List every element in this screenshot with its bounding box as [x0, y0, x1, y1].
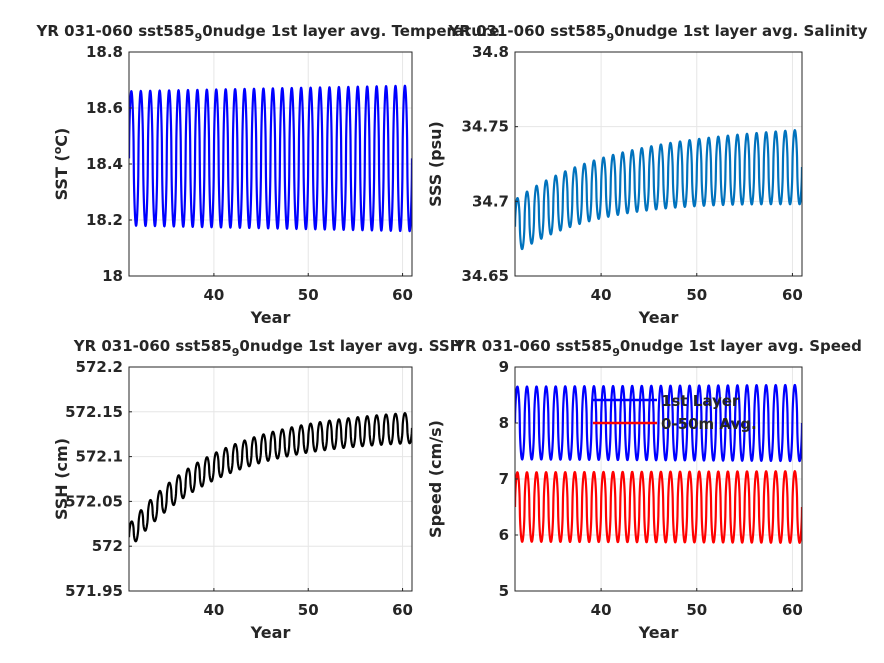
series-line-0	[515, 129, 802, 251]
y-axis-label-superscript: o	[51, 146, 64, 154]
y-tick-label: 34.65	[462, 267, 509, 285]
axes-box	[514, 51, 803, 277]
y-tick-label: 572	[92, 537, 123, 555]
y-tick-label: 572.1	[76, 448, 123, 466]
title-subscript: 9	[612, 346, 620, 359]
legend-label: 1st Layer	[661, 392, 740, 410]
x-tick-label: 40	[203, 286, 224, 304]
title-main: YR 031-060 sst585	[447, 22, 606, 40]
title-subscript: 9	[195, 31, 203, 44]
y-tick-label: 571.95	[65, 582, 123, 600]
title-main: YR 031-060 sst585	[36, 22, 195, 40]
y-tick-label: 572.2	[76, 358, 123, 376]
y-tick-label: 18.8	[86, 43, 123, 61]
x-tick-label: 50	[686, 286, 707, 304]
y-axis-label-text: SST (	[52, 154, 71, 200]
y-tick-label: 5	[499, 582, 509, 600]
x-tick-label: 40	[591, 601, 612, 619]
ssh-panel: 40 50 60 571.95 572 572.05 572.1 572.15 572.2 Yea…	[52, 337, 462, 642]
series-line-0	[129, 84, 412, 233]
title-subscript: 9	[607, 31, 615, 44]
x-tick-label: 60	[392, 601, 413, 619]
title-rest: 0nudge 1st layer avg. SSH	[239, 337, 462, 355]
x-tick-label: 60	[782, 286, 803, 304]
axes-box	[128, 366, 413, 592]
x-tick-label: 40	[591, 286, 612, 304]
panel-title: YR 031-060 sst58590nudge 1st layer avg. …	[36, 22, 500, 44]
plot-area	[129, 367, 412, 591]
speed-panel: 40 50 60 5 6 7 8 9 Year Speed (cm/s) YR 031-060 ss…	[426, 337, 862, 642]
series-line-0	[129, 412, 412, 543]
salinity-panel: 40 50 60 34.65 34.7 34.75 34.8 Year SSS (psu) YR …	[426, 22, 868, 327]
y-tick-label: 34.75	[462, 118, 509, 136]
x-tick-label: 50	[298, 286, 319, 304]
series-line-0-50m-avg-	[515, 470, 802, 544]
y-axis-label: SSS (psu)	[426, 121, 445, 207]
y-axis-label-unit: C)	[52, 128, 71, 147]
series-line-1st-layer	[515, 383, 802, 463]
y-tick-label: 8	[499, 414, 509, 432]
panel-title: YR 031-060 sst58590nudge 1st layer avg. …	[73, 337, 463, 359]
title-rest: 0nudge 1st layer avg. Speed	[620, 337, 862, 355]
x-tick-label: 50	[686, 601, 707, 619]
y-axis-label: SSH (cm)	[52, 438, 71, 520]
title-subscript: 9	[232, 346, 240, 359]
x-axis-label: Year	[250, 623, 291, 642]
y-axis-label-text: SSH (cm)	[52, 438, 71, 520]
legend-label: 0-50m Avg.	[661, 415, 757, 433]
y-tick-label: 9	[499, 358, 509, 376]
title-rest: 0nudge 1st layer avg. Salinity	[614, 22, 868, 40]
y-axis-label-text: Speed (cm/s)	[426, 420, 445, 538]
panel-title: YR 031-060 sst58590nudge 1st layer avg. …	[447, 22, 867, 44]
y-tick-label: 34.8	[472, 43, 509, 61]
temperature-panel: 40 50 60 18 18.2 18.4 18.6 18.8 Year SST (oC) YR 0…	[36, 22, 500, 327]
x-axis-label: Year	[638, 623, 679, 642]
x-axis-label: Year	[638, 308, 679, 327]
x-tick-label: 40	[203, 601, 224, 619]
y-tick-label: 18.4	[86, 155, 123, 173]
y-tick-label: 34.7	[472, 192, 509, 210]
y-axis-label: Speed (cm/s)	[426, 420, 445, 538]
y-tick-label: 18.6	[86, 99, 123, 117]
title-rest: 0nudge 1st layer avg. Temperature	[202, 22, 499, 40]
x-tick-label: 50	[298, 601, 319, 619]
x-tick-label: 60	[392, 286, 413, 304]
y-tick-label: 572.15	[65, 403, 123, 421]
title-main: YR 031-060 sst585	[453, 337, 612, 355]
x-tick-label: 60	[782, 601, 803, 619]
y-tick-label: 18	[102, 267, 123, 285]
y-axis-label: SST (oC)	[51, 128, 71, 201]
y-tick-label: 18.2	[86, 211, 123, 229]
y-tick-label: 7	[499, 470, 509, 488]
title-main: YR 031-060 sst585	[73, 337, 232, 355]
y-tick-label: 572.05	[65, 492, 123, 510]
y-tick-label: 6	[499, 526, 509, 544]
y-axis-label-text: SSS (psu)	[426, 121, 445, 207]
x-axis-label: Year	[250, 308, 291, 327]
panel-title: YR 031-060 sst58590nudge 1st layer avg. …	[453, 337, 862, 359]
